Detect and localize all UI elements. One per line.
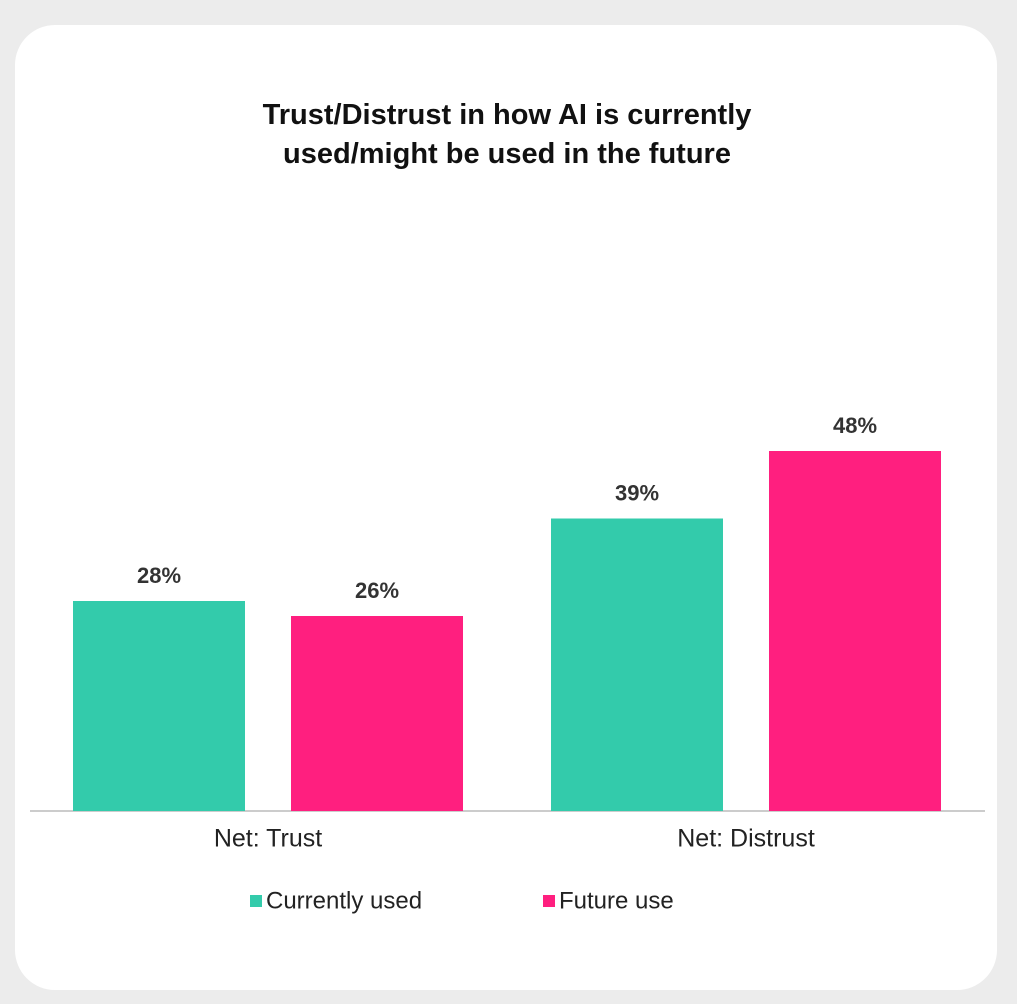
legend-label: Currently used [266,887,422,914]
data-label: 26% [355,578,399,603]
legend-swatch [250,895,262,907]
data-label: 28% [137,563,181,588]
legend-label: Future use [559,887,674,914]
legend-swatch [543,895,555,907]
bar [769,451,941,811]
x-tick-label: Net: Distrust [677,825,815,853]
bar [291,616,463,811]
chart-title: Trust/Distrust in how AI is currently us… [262,99,752,170]
data-label: 39% [615,480,659,505]
x-tick-label: Net: Trust [214,825,322,853]
bar [73,601,245,811]
data-label: 48% [833,413,877,438]
bar [551,518,723,811]
